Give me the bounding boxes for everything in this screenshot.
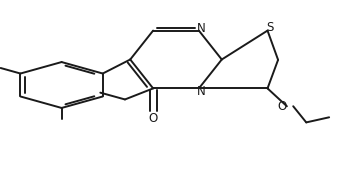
Text: O: O [149,112,158,125]
Text: O: O [277,100,286,113]
Text: S: S [267,21,274,34]
Text: N: N [197,85,206,98]
Text: N: N [197,22,206,35]
